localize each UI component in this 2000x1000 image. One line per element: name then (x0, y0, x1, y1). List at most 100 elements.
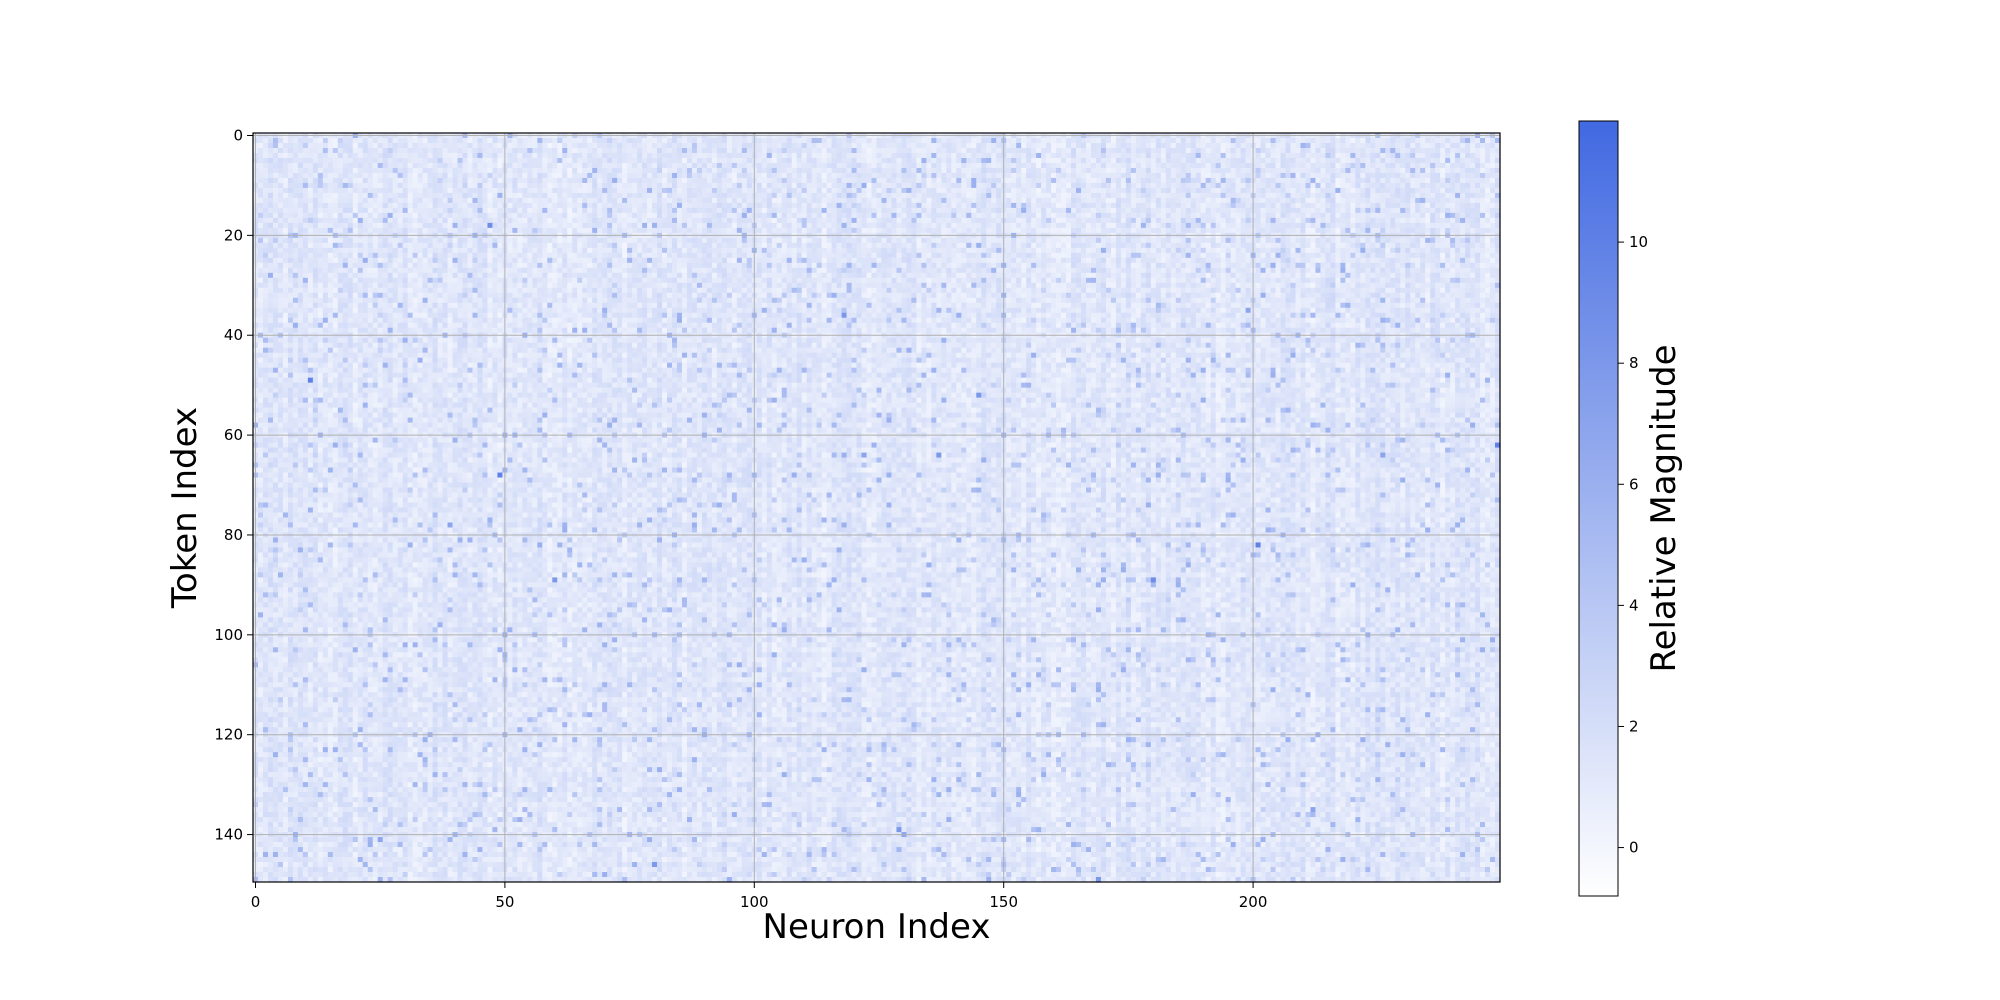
heatmap-cell (1006, 217, 1012, 224)
heatmap-cell (1380, 137, 1386, 144)
heatmap-cell (1380, 192, 1386, 199)
heatmap-cell (267, 217, 274, 224)
heatmap-cell (1071, 177, 1077, 184)
heatmap-cell (302, 212, 309, 219)
heatmap-cell (1445, 152, 1451, 159)
heatmap-cell (1046, 182, 1052, 189)
heatmap-cell (487, 207, 494, 214)
heatmap-cell (1215, 142, 1222, 149)
heatmap-cell (327, 162, 334, 169)
heatmap-cell (1385, 187, 1391, 194)
heatmap-cell (861, 197, 868, 204)
heatmap-cell (352, 147, 359, 154)
heatmap-cell (1051, 217, 1057, 224)
heatmap-cell (906, 197, 913, 204)
heatmap-cell (1205, 222, 1212, 229)
heatmap-cell (292, 197, 299, 204)
heatmap-cell (741, 222, 748, 229)
heatmap-cell (781, 172, 788, 179)
heatmap-cell (527, 152, 533, 159)
heatmap-cell (297, 167, 304, 174)
heatmap-cell (1195, 227, 1202, 234)
heatmap-cell (552, 167, 558, 174)
heatmap-cell (422, 157, 429, 164)
heatmap-cell (1310, 177, 1317, 184)
heatmap-cell (891, 182, 898, 189)
heatmap-cell (1125, 222, 1132, 229)
heatmap-cell (676, 217, 683, 224)
heatmap-cell (462, 142, 469, 149)
heatmap-cell (462, 187, 469, 194)
heatmap-cell (796, 182, 803, 189)
heatmap-cell (1465, 182, 1471, 189)
heatmap-cell (811, 227, 818, 234)
heatmap-cell (377, 172, 384, 179)
heatmap-cell (272, 182, 279, 189)
heatmap-cell (806, 177, 813, 184)
heatmap-cell (447, 187, 454, 194)
heatmap-cell (347, 182, 354, 189)
heatmap-cell (507, 152, 513, 159)
heatmap-cell (766, 147, 773, 154)
heatmap-cell (766, 217, 773, 224)
heatmap-cell (462, 197, 469, 204)
heatmap-cell (1195, 202, 1202, 209)
heatmap-cell (1365, 182, 1371, 189)
heatmap-cell (1125, 157, 1132, 164)
heatmap-cell (996, 192, 1002, 199)
heatmap-cell (442, 222, 449, 229)
heatmap-cell (632, 222, 638, 229)
heatmap-cell (961, 137, 967, 144)
heatmap-cell (701, 217, 708, 224)
heatmap-cell (562, 172, 568, 179)
heatmap-cell (976, 197, 982, 204)
heatmap-cell (1210, 152, 1217, 159)
heatmap-cell (1405, 187, 1411, 194)
heatmap-cell (971, 177, 977, 184)
heatmap-cell (746, 207, 753, 214)
heatmap-cell (706, 147, 713, 154)
heatmap-cell (417, 207, 424, 214)
heatmap-cell (367, 177, 374, 184)
heatmap-cell (1105, 167, 1112, 174)
heatmap-cell (527, 147, 533, 154)
heatmap-cell (1260, 167, 1267, 174)
heatmap-cell (886, 212, 893, 219)
heatmap-cell (1190, 147, 1197, 154)
heatmap-cell (1450, 147, 1456, 154)
heatmap-cell (711, 167, 718, 174)
heatmap-cell (1240, 192, 1247, 199)
heatmap-cell (1120, 207, 1127, 214)
heatmap-cell (637, 192, 643, 199)
heatmap-cell (1110, 222, 1117, 229)
heatmap-cell (791, 152, 798, 159)
heatmap-cell (1495, 222, 1501, 229)
heatmap-cell (1295, 147, 1302, 154)
heatmap-cell (387, 227, 394, 234)
heatmap-cell (342, 162, 349, 169)
heatmap-cell (1066, 147, 1072, 154)
heatmap-cell (891, 137, 898, 144)
heatmap-cell (786, 197, 793, 204)
heatmap-cell (602, 172, 608, 179)
heatmap-cell (976, 157, 982, 164)
heatmap-cell (761, 212, 768, 219)
heatmap-cell (1120, 212, 1127, 219)
heatmap-cell (1425, 192, 1431, 199)
heatmap-cell (1370, 187, 1376, 194)
heatmap-cell (442, 172, 449, 179)
heatmap-cell (781, 137, 788, 144)
heatmap-cell (1440, 212, 1446, 219)
heatmap-cell (1071, 172, 1077, 179)
heatmap-cell (926, 207, 932, 214)
heatmap-cell (272, 192, 279, 199)
heatmap-cell (1046, 197, 1052, 204)
heatmap-cell (1470, 192, 1476, 199)
heatmap-cell (1495, 212, 1501, 219)
heatmap-cell (831, 197, 838, 204)
heatmap-cell (1370, 177, 1376, 184)
heatmap-cell (1325, 142, 1332, 149)
heatmap-cell (282, 227, 289, 234)
heatmap-cell (686, 162, 693, 169)
heatmap-cell (881, 162, 888, 169)
